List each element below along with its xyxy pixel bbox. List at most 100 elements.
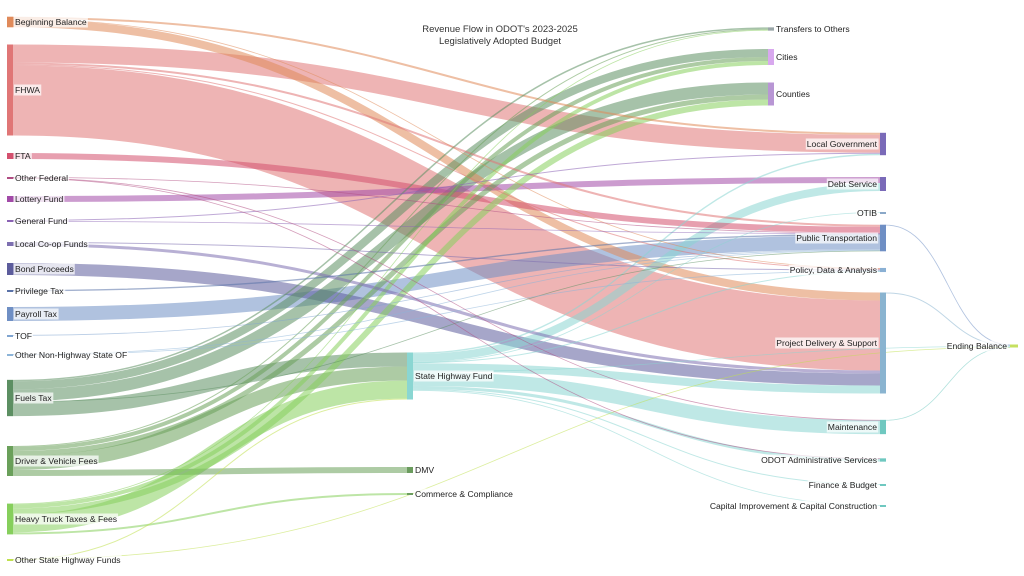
label-background [14,285,66,297]
label-background [14,392,54,404]
node-label-fhwa: FHWA [15,85,40,95]
node-fuels_tax [7,379,13,417]
node-label-privilege_tax: Privilege Tax [15,286,64,296]
label-background [14,172,70,184]
flow-fuels_tax-to-cities [12,49,769,390]
node-odot_administrative_services [880,458,886,462]
label-background [14,554,122,566]
flow-state_highway_fund-to-ending_balance [412,346,1011,372]
label-background [14,330,34,342]
node-label-lottery_fund: Lottery Fund [15,194,63,204]
node-commerce_compliance [407,493,413,495]
node-label-heavy_truck_taxes_fees: Heavy Truck Taxes & Fees [15,514,117,524]
flow-other_federal-to-maintenance [12,177,881,421]
flow-beginning_balance-to-policy_data_analysis [12,18,881,269]
node-local_coop_funds [7,242,13,246]
label-background [14,193,65,205]
label-background [788,264,878,276]
node-label-other_federal: Other Federal [15,173,68,183]
flow-driver_vehicle_fees-to-dmv [12,467,408,476]
node-label-ending_balance: Ending Balance [947,341,1007,351]
node-label-maintenance: Maintenance [828,422,877,432]
node-label-capital_improvement_construction: Capital Improvement & Capital Constructi… [710,501,877,511]
node-label-counties: Counties [776,89,810,99]
flow-other_state_highway_funds-to-state_highway_fund [12,398,408,561]
node-label-fuels_tax: Fuels Tax [15,393,52,403]
flow-other_state_highway_funds-to-ending_balance [12,347,1011,560]
node-capital_improvement_construction [880,505,886,507]
node-otib [880,212,886,214]
node-other_federal [7,177,13,179]
node-label-other_state_highway_funds: Other State Highway Funds [15,555,121,565]
node-label-odot_administrative_services: ODOT Administrative Services [761,455,877,465]
flow-general_fund-to-public_transportation [12,221,881,234]
node-label-general_fund: General Fund [15,216,68,226]
node-label-public_transportation: Public Transportation [796,233,877,243]
label-background [14,455,99,467]
node-label-bond_proceeds: Bond Proceeds [15,264,74,274]
node-label-debt_service: Debt Service [828,179,877,189]
node-other_state_highway_funds [7,559,13,561]
label-background [14,263,75,275]
node-heavy_truck_taxes_fees [7,503,13,535]
node-label-driver_vehicle_fees: Driver & Vehicle Fees [15,456,98,466]
flow-beginning_balance-to-local_government [12,16,881,135]
node-project_delivery_support [880,292,886,394]
chart-title-line-1: Revenue Flow in ODOT's 2023-2025 [422,24,577,35]
node-bond_proceeds [7,263,13,275]
nodes-layer [7,16,1018,561]
node-cities [768,49,774,65]
node-debt_service [880,177,886,191]
node-label-dmv: DMV [415,465,434,475]
node-label-payroll_tax: Payroll Tax [15,309,58,319]
label-background [14,84,42,96]
chart-title-line-2: Legislatively Adopted Budget [439,36,561,47]
node-beginning_balance [7,16,13,28]
label-background [14,513,119,525]
node-label-tof: TOF [15,331,32,341]
label-background [14,215,69,227]
flow-fuels_tax-to-public_transportation [12,250,881,403]
node-lottery_fund [7,196,13,202]
flow-driver_vehicle_fees-to-cities [12,57,769,451]
node-finance_budget [880,484,886,486]
flow-fhwa-to-policy_data_analysis [12,64,881,270]
label-background [775,51,799,63]
label-background [807,479,879,491]
flow-state_highway_fund-to-local_government [412,153,881,354]
flow-state_highway_fund-to-otib [412,212,881,363]
label-background [775,23,851,35]
label-background [14,238,89,250]
flow-heavy_truck_taxes_fees-to-cities [12,61,769,509]
flow-local_coop_funds-to-project_delivery_support [12,243,881,374]
node-label-state_highway_fund: State Highway Fund [415,371,493,381]
flow-other_federal-to-odot_administrative_services [12,177,881,460]
flow-lottery_fund-to-debt_service [12,177,881,202]
label-background [414,464,436,476]
label-background [805,138,879,150]
label-background [795,232,879,244]
flow-driver_vehicle_fees-to-transfers_to_others [12,28,769,447]
node-label-local_government: Local Government [807,139,878,149]
flow-tof-to-public_transportation [12,249,881,336]
node-maintenance [880,419,886,435]
labels-layer: Beginning Balance FHWA FTA Other Federal Lot… [14,16,1009,566]
label-background [945,340,1009,352]
node-label-finance_budget: Finance & Budget [809,480,878,490]
label-background [826,421,879,433]
flow-local_coop_funds-to-policy_data_analysis [12,242,881,271]
flow-state_highway_fund-to-maintenance [412,371,881,435]
label-background [775,337,879,349]
label-background [760,454,878,466]
flow-fhwa-to-local_government [12,44,881,153]
flow-other_federal-to-public_transportation [12,177,881,234]
flow-state_highway_fund-to-debt_service [412,183,881,362]
node-privilege_tax [7,290,13,292]
flow-fuels_tax-to-counties [12,82,769,402]
node-transfers_to_others [768,27,774,31]
flow-heavy_truck_taxes_fees-to-counties [12,99,769,515]
flow-state_highway_fund-to-policy_data_analysis [412,271,881,364]
label-background [14,349,129,361]
node-fta [7,153,13,159]
